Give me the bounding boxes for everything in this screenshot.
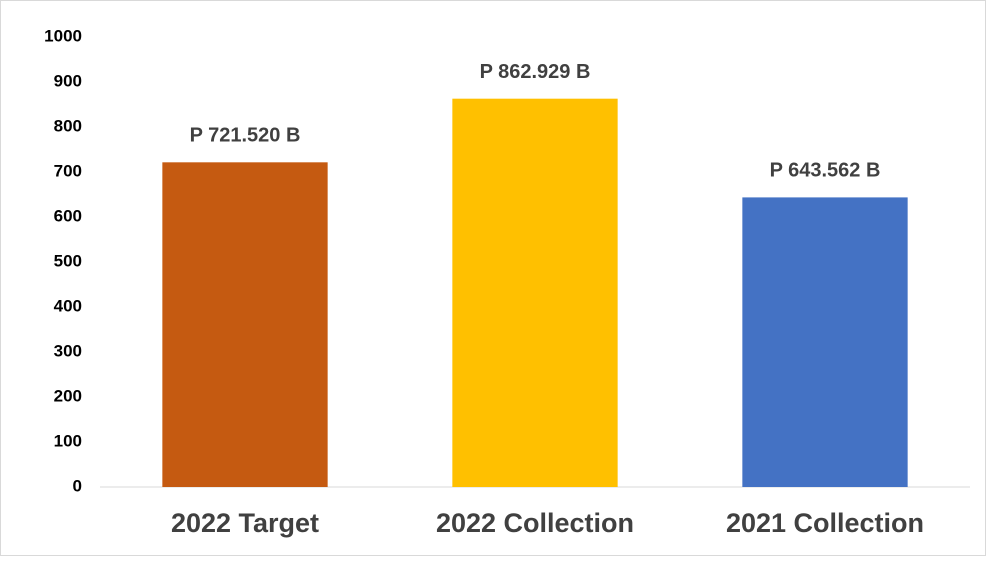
y-tick-label: 200 (54, 386, 82, 405)
x-tick-label: 2021 Collection (726, 508, 924, 538)
y-tick-label: 400 (54, 296, 82, 315)
y-tick-label: 700 (54, 161, 82, 180)
y-tick-label: 500 (54, 251, 82, 270)
y-tick-label: 1000 (44, 26, 82, 45)
value-label: P 862.929 B (480, 61, 591, 83)
bar (162, 162, 328, 488)
y-tick-label: 900 (54, 71, 82, 90)
x-tick-label: 2022 Target (171, 508, 319, 538)
y-tick-label: 100 (54, 431, 82, 450)
value-label: P 643.562 B (770, 160, 881, 182)
y-tick-label: 600 (54, 206, 82, 225)
value-label: P 721.520 B (190, 125, 301, 147)
bar (452, 98, 618, 488)
bar (742, 197, 908, 487)
y-tick-label: 0 (73, 476, 82, 495)
y-tick-label: 800 (54, 116, 82, 135)
x-tick-label: 2022 Collection (436, 508, 634, 538)
y-tick-label: 300 (54, 341, 82, 360)
